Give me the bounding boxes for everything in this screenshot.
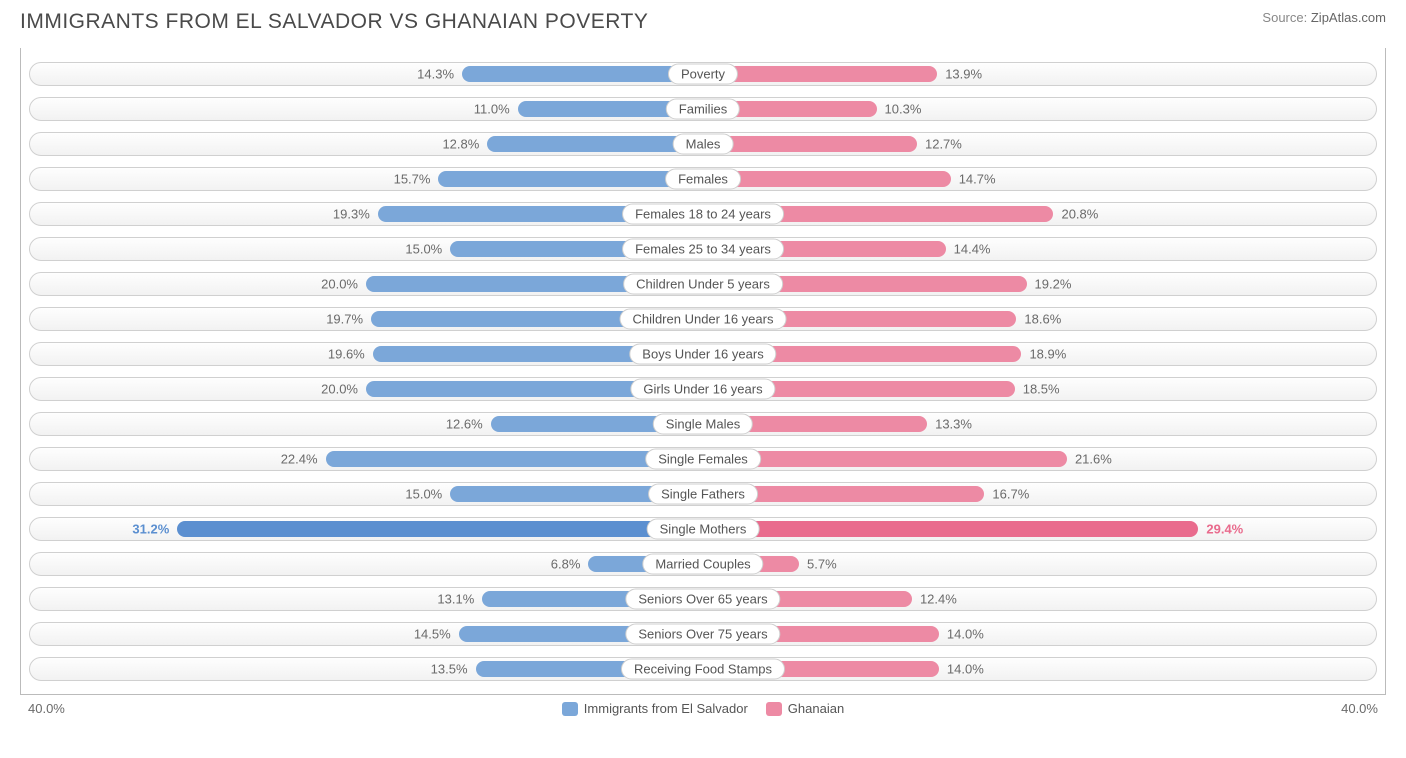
value-label-left: 11.0% — [474, 101, 510, 116]
value-label-left: 15.7% — [394, 171, 431, 186]
value-label-left: 12.6% — [446, 416, 483, 431]
chart-row: 20.0% 18.5% Girls Under 16 years — [29, 373, 1377, 404]
category-label: Families — [666, 98, 740, 119]
axis-max-right: 40.0% — [1341, 701, 1378, 716]
category-label: Seniors Over 65 years — [625, 588, 780, 609]
legend: Immigrants from El Salvador Ghanaian — [562, 701, 844, 716]
value-label-right: 29.4% — [1206, 521, 1243, 536]
category-label: Females — [665, 168, 741, 189]
axis-max-left: 40.0% — [28, 701, 65, 716]
value-label-left: 19.6% — [328, 346, 365, 361]
axis-row: 40.0% Immigrants from El Salvador Ghanai… — [20, 695, 1386, 716]
value-label-right: 13.3% — [935, 416, 972, 431]
source-attribution: Source: ZipAtlas.com — [1262, 10, 1386, 25]
value-label-right: 14.7% — [959, 171, 996, 186]
value-label-right: 20.8% — [1061, 206, 1098, 221]
category-label: Single Males — [653, 413, 753, 434]
bar-left — [487, 136, 703, 152]
category-label: Females 18 to 24 years — [622, 203, 784, 224]
legend-item-right: Ghanaian — [766, 701, 844, 716]
chart-row: 22.4% 21.6% Single Females — [29, 443, 1377, 474]
chart-row: 31.2% 29.4% Single Mothers — [29, 513, 1377, 544]
chart-row: 19.3% 20.8% Females 18 to 24 years — [29, 198, 1377, 229]
category-label: Boys Under 16 years — [629, 343, 776, 364]
value-label-right: 10.3% — [885, 101, 922, 116]
value-label-right: 18.6% — [1024, 311, 1061, 326]
value-label-right: 18.9% — [1029, 346, 1066, 361]
value-label-right: 16.7% — [992, 486, 1029, 501]
value-label-right: 13.9% — [945, 66, 982, 81]
bar-left — [438, 171, 703, 187]
category-label: Married Couples — [642, 553, 763, 574]
category-label: Receiving Food Stamps — [621, 658, 785, 679]
value-label-left: 13.1% — [437, 591, 474, 606]
value-label-right: 14.0% — [947, 626, 984, 641]
legend-item-left: Immigrants from El Salvador — [562, 701, 748, 716]
category-label: Children Under 5 years — [623, 273, 783, 294]
chart-row: 13.5% 14.0% Receiving Food Stamps — [29, 653, 1377, 684]
value-label-right: 12.4% — [920, 591, 957, 606]
value-label-left: 19.7% — [326, 311, 363, 326]
chart-title: IMMIGRANTS FROM EL SALVADOR VS GHANAIAN … — [20, 10, 648, 34]
chart-row: 15.0% 16.7% Single Fathers — [29, 478, 1377, 509]
chart-row: 19.6% 18.9% Boys Under 16 years — [29, 338, 1377, 369]
category-label: Single Females — [645, 448, 761, 469]
chart-row: 11.0% 10.3% Families — [29, 93, 1377, 124]
source-label: Source: — [1262, 10, 1307, 25]
bar-right — [703, 66, 937, 82]
category-label: Poverty — [668, 63, 738, 84]
bar-left — [462, 66, 703, 82]
value-label-right: 19.2% — [1035, 276, 1072, 291]
value-label-right: 5.7% — [807, 556, 837, 571]
legend-swatch-right — [766, 702, 782, 716]
chart-row: 13.1% 12.4% Seniors Over 65 years — [29, 583, 1377, 614]
bar-right — [703, 521, 1198, 537]
chart-row: 19.7% 18.6% Children Under 16 years — [29, 303, 1377, 334]
legend-label-right: Ghanaian — [788, 701, 844, 716]
category-label: Seniors Over 75 years — [625, 623, 780, 644]
chart-row: 20.0% 19.2% Children Under 5 years — [29, 268, 1377, 299]
legend-swatch-left — [562, 702, 578, 716]
source-name: ZipAtlas.com — [1311, 10, 1386, 25]
value-label-left: 14.3% — [417, 66, 454, 81]
category-label: Single Mothers — [647, 518, 760, 539]
chart-row: 14.3% 13.9% Poverty — [29, 58, 1377, 89]
value-label-right: 18.5% — [1023, 381, 1060, 396]
value-label-right: 14.4% — [954, 241, 991, 256]
value-label-right: 14.0% — [947, 661, 984, 676]
value-label-left: 15.0% — [405, 486, 442, 501]
bar-left — [177, 521, 703, 537]
chart-row: 14.5% 14.0% Seniors Over 75 years — [29, 618, 1377, 649]
value-label-left: 13.5% — [431, 661, 468, 676]
value-label-left: 20.0% — [321, 381, 358, 396]
value-label-left: 22.4% — [281, 451, 318, 466]
value-label-left: 14.5% — [414, 626, 451, 641]
category-label: Single Fathers — [648, 483, 758, 504]
value-label-left: 12.8% — [442, 136, 479, 151]
value-label-left: 15.0% — [405, 241, 442, 256]
chart-row: 15.0% 14.4% Females 25 to 34 years — [29, 233, 1377, 264]
chart-row: 15.7% 14.7% Females — [29, 163, 1377, 194]
category-label: Females 25 to 34 years — [622, 238, 784, 259]
value-label-right: 12.7% — [925, 136, 962, 151]
category-label: Girls Under 16 years — [630, 378, 775, 399]
chart-row: 12.8% 12.7% Males — [29, 128, 1377, 159]
bar-right — [703, 136, 917, 152]
category-label: Males — [673, 133, 734, 154]
value-label-left: 6.8% — [551, 556, 581, 571]
value-label-left: 19.3% — [333, 206, 370, 221]
chart-row: 12.6% 13.3% Single Males — [29, 408, 1377, 439]
chart-row: 6.8% 5.7% Married Couples — [29, 548, 1377, 579]
chart-area: 14.3% 13.9% Poverty 11.0% 10.3% Families 12.8%… — [20, 48, 1386, 695]
value-label-left: 20.0% — [321, 276, 358, 291]
value-label-right: 21.6% — [1075, 451, 1112, 466]
value-label-left: 31.2% — [132, 521, 169, 536]
legend-label-left: Immigrants from El Salvador — [584, 701, 748, 716]
category-label: Children Under 16 years — [620, 308, 787, 329]
